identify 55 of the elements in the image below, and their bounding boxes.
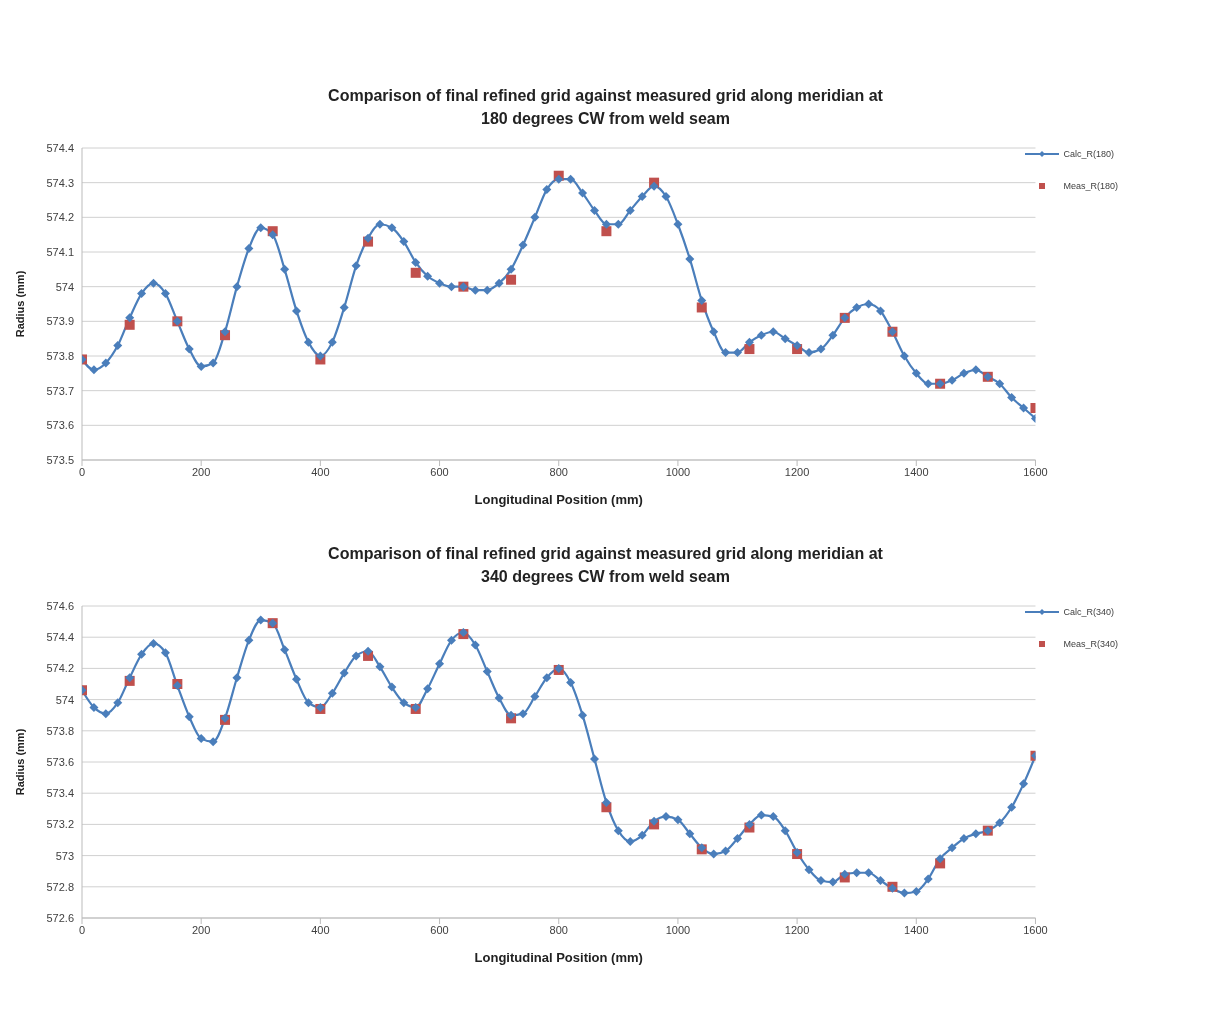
y-tick-label: 573.9: [46, 315, 74, 328]
x-tick-label: 1200: [784, 465, 810, 478]
y-tick-label: 574: [55, 693, 74, 706]
y-tick-label: 573: [55, 849, 74, 862]
y-tick-label: 574.2: [46, 662, 74, 675]
y-tick-label: 574.4: [46, 141, 74, 154]
y-axis-title: Radius (mm): [13, 728, 26, 796]
x-tick-label: 1600: [1023, 923, 1048, 936]
y-tick-label: 573.4: [46, 787, 74, 800]
x-tick-label: 1400: [904, 923, 929, 936]
chart-title: Comparison of final refined grid against measured grid along meridian at 180 degrees CW from weld seam: [327, 86, 884, 129]
legend-label: Meas_R(340): [1063, 639, 1118, 649]
y-tick-label: 573.6: [46, 419, 74, 432]
y-tick-label: 572.6: [46, 911, 74, 924]
y-tick-label: 573.7: [46, 384, 74, 397]
y-tick-label: 573.8: [46, 349, 74, 362]
x-tick-label: 400: [311, 465, 330, 478]
point: [506, 274, 517, 285]
x-axis-title: Longitudinal Position (mm): [474, 950, 643, 965]
y-tick-label: 573.5: [46, 453, 74, 466]
x-axis-title: Longitudinal Position (mm): [474, 492, 643, 507]
x-tick-label: 200: [192, 465, 211, 478]
point: [410, 267, 421, 278]
y-tick-label: 573.6: [46, 755, 74, 768]
point: [696, 302, 707, 313]
x-tick-label: 600: [430, 465, 449, 478]
x-tick-label: 1600: [1023, 465, 1048, 478]
y-tick-label: 574.1: [46, 245, 74, 258]
x-tick-label: 1400: [904, 465, 929, 478]
y-tick-label: 574.3: [46, 176, 74, 189]
point: [744, 344, 755, 355]
chart-title: Comparison of final refined grid against measured grid along meridian at 340 degrees CW from weld seam: [327, 544, 884, 587]
x-tick-label: 800: [549, 465, 568, 478]
y-axis-title: Radius (mm): [13, 270, 26, 338]
y-tick-label: 572.8: [46, 880, 74, 893]
y-tick-label: 573.2: [46, 818, 74, 831]
x-tick-label: 1000: [665, 465, 691, 478]
y-tick-label: 574.6: [46, 599, 74, 612]
x-tick-label: 1200: [784, 923, 810, 936]
x-tick-label: 200: [192, 923, 211, 936]
legend-label: Calc_R(180): [1063, 149, 1114, 159]
y-tick-label: 573.8: [46, 724, 74, 737]
y-tick-label: 574.2: [46, 211, 74, 224]
x-tick-label: 400: [311, 923, 330, 936]
y-tick-label: 574: [55, 280, 74, 293]
legend-label: Calc_R(340): [1063, 607, 1114, 617]
x-tick-label: 800: [549, 923, 568, 936]
x-tick-label: 1000: [665, 923, 691, 936]
x-tick-label: 0: [78, 923, 86, 936]
x-tick-label: 0: [78, 465, 86, 478]
point: [124, 319, 135, 330]
y-tick-label: 574.4: [46, 631, 74, 644]
x-tick-label: 600: [430, 923, 449, 936]
point: [601, 226, 612, 237]
legend-label: Meas_R(180): [1063, 181, 1118, 191]
